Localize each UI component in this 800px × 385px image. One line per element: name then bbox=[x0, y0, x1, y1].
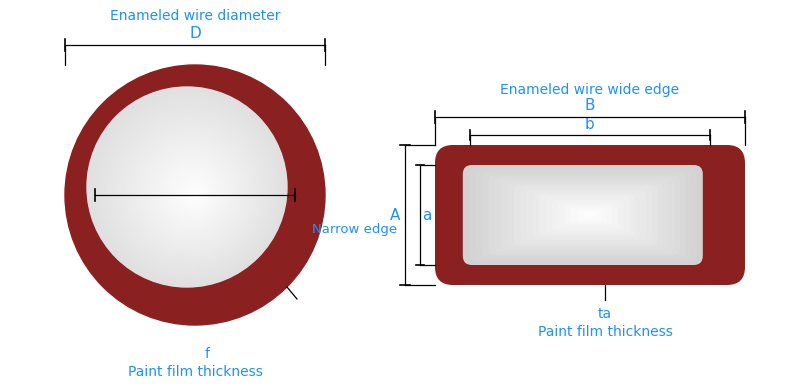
Circle shape bbox=[170, 170, 217, 216]
Text: A: A bbox=[390, 208, 400, 223]
Circle shape bbox=[166, 166, 219, 219]
Circle shape bbox=[155, 156, 229, 229]
FancyBboxPatch shape bbox=[469, 167, 697, 263]
Circle shape bbox=[152, 152, 232, 232]
FancyBboxPatch shape bbox=[526, 190, 646, 240]
Text: b: b bbox=[585, 117, 595, 132]
Circle shape bbox=[102, 101, 274, 275]
FancyBboxPatch shape bbox=[571, 208, 607, 223]
FancyBboxPatch shape bbox=[488, 175, 680, 255]
Text: a: a bbox=[422, 208, 431, 223]
FancyBboxPatch shape bbox=[520, 187, 652, 243]
Circle shape bbox=[90, 90, 284, 284]
FancyBboxPatch shape bbox=[533, 192, 641, 238]
FancyBboxPatch shape bbox=[462, 165, 702, 265]
Text: d: d bbox=[190, 203, 200, 218]
Text: Conductor wide edge: Conductor wide edge bbox=[518, 189, 662, 201]
FancyBboxPatch shape bbox=[501, 180, 669, 250]
Circle shape bbox=[112, 112, 266, 266]
Text: D: D bbox=[189, 26, 201, 41]
Circle shape bbox=[162, 162, 222, 223]
FancyBboxPatch shape bbox=[565, 205, 613, 225]
Circle shape bbox=[138, 137, 244, 244]
Circle shape bbox=[65, 65, 325, 325]
Circle shape bbox=[159, 159, 226, 226]
Circle shape bbox=[87, 87, 287, 287]
FancyBboxPatch shape bbox=[546, 198, 630, 233]
FancyBboxPatch shape bbox=[584, 213, 596, 218]
Circle shape bbox=[188, 188, 201, 201]
FancyBboxPatch shape bbox=[494, 177, 674, 253]
FancyBboxPatch shape bbox=[578, 210, 602, 220]
Circle shape bbox=[141, 141, 241, 241]
Circle shape bbox=[119, 119, 259, 259]
Circle shape bbox=[109, 109, 269, 269]
FancyBboxPatch shape bbox=[435, 145, 745, 285]
Circle shape bbox=[123, 123, 256, 256]
Circle shape bbox=[130, 130, 250, 250]
FancyBboxPatch shape bbox=[482, 172, 686, 258]
Circle shape bbox=[94, 94, 281, 281]
FancyBboxPatch shape bbox=[539, 195, 635, 235]
FancyBboxPatch shape bbox=[514, 185, 658, 245]
Text: Enameled wire wide edge: Enameled wire wide edge bbox=[501, 83, 679, 97]
Text: Enameled wire diameter: Enameled wire diameter bbox=[110, 9, 280, 23]
Circle shape bbox=[174, 173, 214, 213]
Circle shape bbox=[184, 184, 204, 204]
FancyBboxPatch shape bbox=[475, 170, 691, 260]
Text: Conductor diameter: Conductor diameter bbox=[128, 171, 262, 184]
Circle shape bbox=[181, 181, 207, 207]
Circle shape bbox=[177, 177, 210, 210]
Text: Paint film thickness: Paint film thickness bbox=[127, 365, 262, 379]
Text: Paint film thickness: Paint film thickness bbox=[538, 325, 673, 339]
FancyBboxPatch shape bbox=[558, 203, 618, 228]
Circle shape bbox=[191, 191, 198, 198]
Circle shape bbox=[126, 127, 254, 253]
Circle shape bbox=[134, 134, 247, 247]
Circle shape bbox=[145, 145, 238, 238]
FancyBboxPatch shape bbox=[552, 200, 624, 230]
FancyBboxPatch shape bbox=[507, 182, 663, 248]
Circle shape bbox=[98, 98, 278, 278]
Text: Narrow edge: Narrow edge bbox=[312, 223, 397, 236]
Circle shape bbox=[116, 116, 262, 263]
Circle shape bbox=[105, 105, 272, 272]
Circle shape bbox=[148, 148, 235, 235]
Text: f: f bbox=[205, 347, 210, 361]
Text: ta: ta bbox=[598, 307, 612, 321]
Text: B: B bbox=[585, 98, 595, 113]
